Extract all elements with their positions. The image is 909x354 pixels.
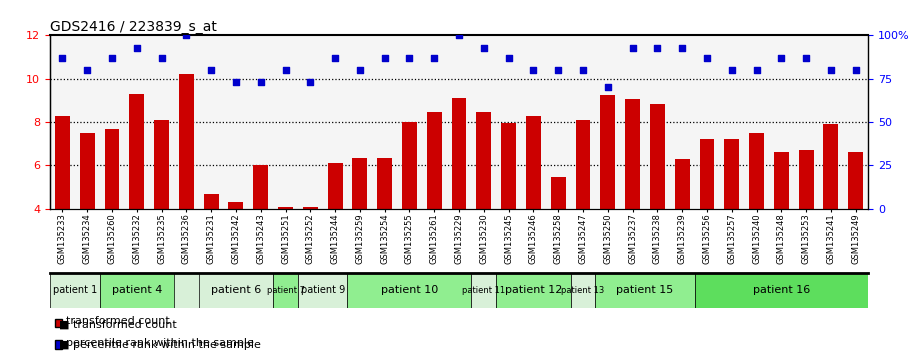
Bar <box>848 153 864 209</box>
Point <box>650 45 664 50</box>
Bar <box>799 150 814 209</box>
Point <box>824 67 838 73</box>
Text: patient 10: patient 10 <box>381 285 438 295</box>
Bar <box>824 124 838 209</box>
Point <box>601 85 615 90</box>
Bar <box>278 207 293 209</box>
Point <box>575 67 590 73</box>
Point <box>328 55 343 61</box>
Point <box>179 33 194 38</box>
Text: percentile rank within the sample: percentile rank within the sample <box>66 338 255 348</box>
Point <box>724 67 739 73</box>
Bar <box>595 273 694 308</box>
Bar <box>179 74 194 209</box>
Bar <box>347 273 472 308</box>
Point <box>502 55 516 61</box>
Bar <box>600 95 615 209</box>
Point <box>452 33 466 38</box>
Bar <box>199 273 273 308</box>
Bar <box>402 122 417 209</box>
Text: patient 11: patient 11 <box>463 286 505 295</box>
Point <box>749 67 764 73</box>
Text: patient 9: patient 9 <box>301 285 345 295</box>
Bar <box>50 273 100 308</box>
Bar <box>476 112 491 209</box>
Point <box>848 67 863 73</box>
Point <box>55 55 70 61</box>
Bar <box>427 112 442 209</box>
Bar <box>452 98 466 209</box>
Point <box>427 55 442 61</box>
Point <box>526 67 541 73</box>
Bar <box>377 158 392 209</box>
Point <box>799 55 814 61</box>
Point <box>551 67 565 73</box>
Bar <box>571 273 595 308</box>
Point <box>774 55 789 61</box>
Bar <box>700 139 714 209</box>
Bar <box>155 120 169 209</box>
Bar <box>650 104 664 209</box>
Bar <box>254 165 268 209</box>
Point <box>80 67 95 73</box>
Point <box>625 45 640 50</box>
Bar <box>204 194 218 209</box>
Point <box>278 67 293 73</box>
Point <box>674 45 689 50</box>
Bar <box>749 133 764 209</box>
Bar <box>551 177 565 209</box>
Point <box>377 55 392 61</box>
Text: patient 13: patient 13 <box>562 286 604 295</box>
Bar <box>724 139 739 209</box>
Bar <box>625 99 640 209</box>
Text: patient 12: patient 12 <box>504 285 562 295</box>
Bar <box>80 133 95 209</box>
Bar <box>575 120 591 209</box>
Text: patient 4: patient 4 <box>112 285 162 295</box>
Point <box>476 45 491 50</box>
Bar <box>472 273 496 308</box>
Bar <box>496 273 571 308</box>
Point <box>700 55 714 61</box>
Bar <box>674 159 690 209</box>
Point <box>303 79 317 85</box>
Point <box>105 55 119 61</box>
Bar <box>273 273 298 308</box>
Point <box>155 55 169 61</box>
Point <box>254 79 268 85</box>
Bar <box>100 273 174 308</box>
Text: patient 16: patient 16 <box>753 285 810 295</box>
Bar <box>694 273 868 308</box>
Text: patient 6: patient 6 <box>211 285 261 295</box>
Text: ■ transformed count: ■ transformed count <box>59 319 177 329</box>
Point <box>204 67 218 73</box>
Bar <box>774 153 789 209</box>
Text: transformed count: transformed count <box>66 316 170 326</box>
Bar <box>303 207 318 209</box>
Bar <box>353 158 367 209</box>
Text: patient 7: patient 7 <box>266 286 305 295</box>
Point <box>402 55 416 61</box>
Point <box>229 79 244 85</box>
Text: GDS2416 / 223839_s_at: GDS2416 / 223839_s_at <box>50 21 217 34</box>
Bar <box>327 163 343 209</box>
Point <box>353 67 367 73</box>
Text: patient 15: patient 15 <box>616 285 674 295</box>
Bar <box>298 273 347 308</box>
Text: patient 1: patient 1 <box>53 285 97 295</box>
Bar <box>526 116 541 209</box>
Text: ■ percentile rank within the sample: ■ percentile rank within the sample <box>59 341 261 350</box>
Bar <box>55 116 70 209</box>
Bar <box>501 123 516 209</box>
Bar <box>105 129 119 209</box>
Bar <box>228 202 244 209</box>
Point <box>129 45 144 50</box>
Bar <box>129 94 145 209</box>
